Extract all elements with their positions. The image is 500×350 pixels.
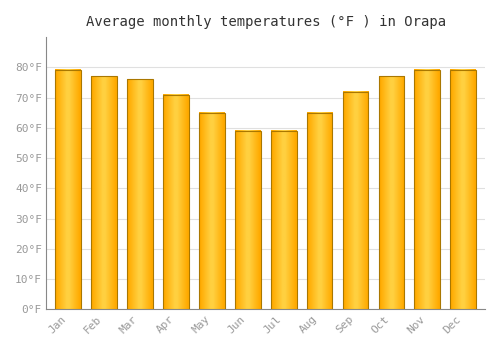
Bar — [162, 94, 188, 309]
Bar — [55, 70, 80, 309]
Title: Average monthly temperatures (°F ) in Orapa: Average monthly temperatures (°F ) in Or… — [86, 15, 446, 29]
Bar — [378, 76, 404, 309]
Bar — [126, 79, 152, 309]
Bar — [306, 113, 332, 309]
Bar — [342, 92, 368, 309]
Bar — [270, 131, 296, 309]
Bar — [198, 113, 224, 309]
Bar — [91, 76, 116, 309]
Bar — [450, 70, 476, 309]
Bar — [234, 131, 260, 309]
Bar — [414, 70, 440, 309]
